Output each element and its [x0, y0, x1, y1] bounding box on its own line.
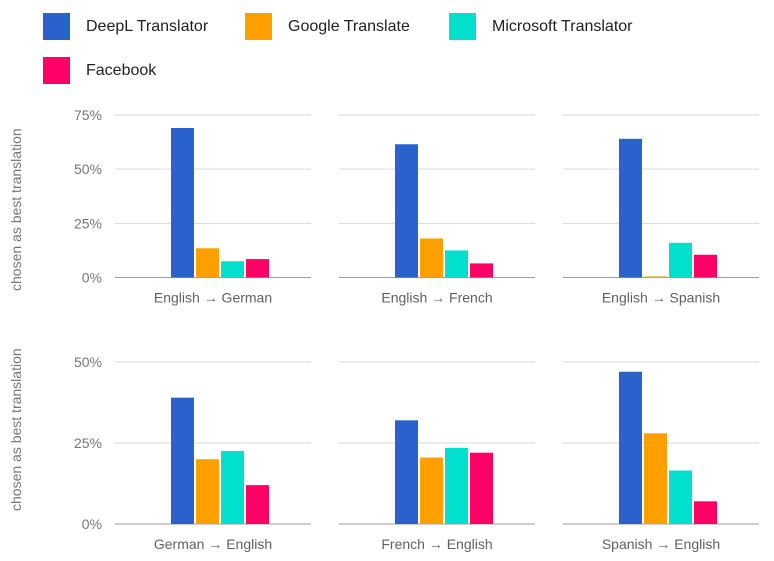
y-tick-label: 25%	[74, 435, 102, 451]
bar-google	[196, 459, 219, 524]
bar-facebook	[246, 259, 269, 278]
bar-microsoft	[445, 447, 468, 524]
bar-google	[644, 433, 667, 524]
bar-facebook	[246, 485, 269, 524]
legend-swatch-deepl	[43, 13, 70, 40]
legend-swatch-facebook	[43, 57, 70, 84]
chart-panel-5: French → English	[339, 361, 535, 552]
bar-google	[196, 248, 219, 278]
bar-deepl	[619, 138, 642, 278]
y-tick-label: 50%	[74, 354, 102, 370]
bar-facebook	[694, 254, 717, 278]
bar-google	[420, 457, 443, 524]
legend-label-google: Google Translate	[288, 17, 410, 35]
bar-google	[420, 238, 443, 278]
chart-panel-3: English → Spanish	[563, 114, 759, 306]
x-axis-label: English → German	[154, 290, 272, 306]
y-tick-label: 75%	[74, 107, 102, 123]
y-tick-label: 25%	[74, 215, 102, 231]
bar-facebook	[694, 501, 717, 524]
bar-microsoft	[669, 470, 692, 524]
chart-panel-1: 0% 25% 50% 75% English → German	[74, 107, 311, 306]
x-axis-label: English → Spanish	[602, 290, 720, 306]
y-tick-label: 50%	[74, 161, 102, 177]
x-axis-label: German → English	[154, 536, 272, 552]
x-axis-label: English → French	[381, 290, 492, 306]
legend-item-google: Google Translate	[245, 13, 410, 40]
legend-swatch-google	[245, 13, 272, 40]
y-tick-label: 0%	[82, 270, 102, 286]
bar-deepl	[619, 371, 642, 524]
legend-item-facebook: Facebook	[43, 57, 156, 84]
x-axis-label: French → English	[381, 536, 492, 552]
chart-panel-2: English → French	[339, 114, 535, 306]
bar-microsoft	[445, 250, 468, 278]
legend-swatch-microsoft	[449, 13, 476, 40]
bar-microsoft	[221, 261, 244, 278]
bar-deepl	[171, 397, 194, 524]
chart-panel-6: Spanish → English	[563, 361, 759, 552]
bar-microsoft	[669, 242, 692, 278]
bar-google	[644, 276, 667, 278]
legend-label-facebook: Facebook	[86, 61, 157, 79]
legend-item-microsoft: Microsoft Translator	[449, 13, 632, 40]
bar-facebook	[470, 263, 493, 278]
bar-deepl	[171, 128, 194, 278]
bar-facebook	[470, 452, 493, 524]
legend-label-deepl: DeepL Translator	[86, 17, 209, 35]
legend-item-deepl: DeepL Translator	[43, 13, 208, 40]
legend-label-microsoft: Microsoft Translator	[492, 17, 633, 35]
y-tick-label: 0%	[82, 516, 102, 532]
x-axis-label: Spanish → English	[602, 536, 720, 552]
bar-deepl	[395, 144, 418, 278]
bar-microsoft	[221, 451, 244, 524]
chart-panel-4: 0% 25% 50% German → English	[74, 354, 311, 552]
bar-deepl	[395, 420, 418, 524]
